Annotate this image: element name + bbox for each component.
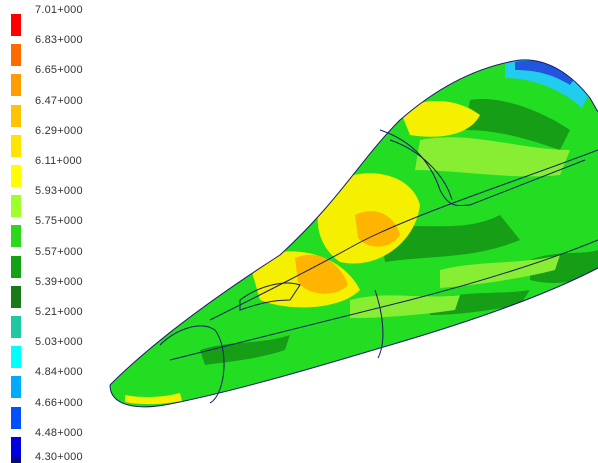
legend-label: 4.30+000: [35, 451, 83, 463]
legend-label: 7.01+000: [35, 4, 83, 16]
legend-swatch: [11, 346, 21, 369]
legend-label: 6.47+000: [35, 94, 83, 107]
nose-cone-edge: [159, 325, 225, 404]
legend-swatch: [11, 165, 21, 187]
legend-swatch: [11, 285, 21, 308]
contour-band-orange: [295, 254, 348, 294]
contour-bands: [125, 59, 598, 405]
legend-swatch: [11, 44, 21, 67]
legend-swatch: [11, 14, 21, 36]
legend-label: 6.29+000: [35, 124, 83, 137]
canopy-seam-edge: [389, 139, 453, 201]
contour-band-light: [440, 255, 560, 288]
legend-label: 4.84+000: [35, 366, 83, 379]
contour-band-dark: [380, 215, 520, 262]
legend-label: 6.11+000: [35, 155, 82, 167]
upper-longeron-edge: [209, 149, 598, 321]
legend-swatch: [11, 376, 21, 399]
legend-label: 5.21+000: [35, 306, 83, 318]
legend-swatch: [11, 457, 21, 463]
contour-legend: 7.01+000 6.83+000 6.65+000 6.47+000 6.29+000…: [0, 0, 150, 463]
contour-band-yellow: [400, 100, 480, 137]
legend-label: 5.39+000: [35, 275, 83, 288]
legend-swatch: [11, 316, 21, 338]
legend-label: 5.75+000: [35, 215, 83, 228]
legend-label: 5.57+000: [35, 245, 83, 258]
legend-label: 4.48+000: [35, 426, 83, 439]
contour-band-light: [415, 137, 570, 177]
contour-band-dark: [465, 99, 570, 150]
frame-ring-edge: [374, 289, 384, 359]
contour-band-light: [350, 295, 460, 318]
legend-swatch: [11, 134, 21, 157]
legend-label: 5.93+000: [35, 185, 83, 198]
legend-swatch: [11, 255, 21, 278]
legend-label: 5.03+000: [35, 336, 83, 349]
canopy-frame-edge: [379, 129, 586, 207]
legend-swatch: [11, 195, 21, 218]
contour-band-blue: [515, 60, 575, 85]
legend-swatch: [11, 104, 21, 127]
aircraft-fuselage: [109, 59, 598, 408]
legend-swatch: [11, 436, 21, 459]
cockpit-rim-edge: [239, 282, 301, 311]
legend-swatch: [11, 74, 21, 97]
contour-band-dark: [200, 335, 290, 365]
contour-band-yellow: [125, 393, 182, 405]
legend-swatch: [11, 406, 21, 429]
fuselage-outline: [109, 59, 598, 408]
legend-label: 6.65+000: [35, 64, 83, 77]
legend-label: 4.66+000: [35, 396, 83, 409]
panel-edges: [109, 59, 598, 408]
legend-swatch: [11, 225, 21, 248]
contour-band-orange: [355, 211, 400, 247]
legend-label: 6.83+000: [35, 34, 83, 47]
lower-longeron-edge: [169, 239, 598, 361]
